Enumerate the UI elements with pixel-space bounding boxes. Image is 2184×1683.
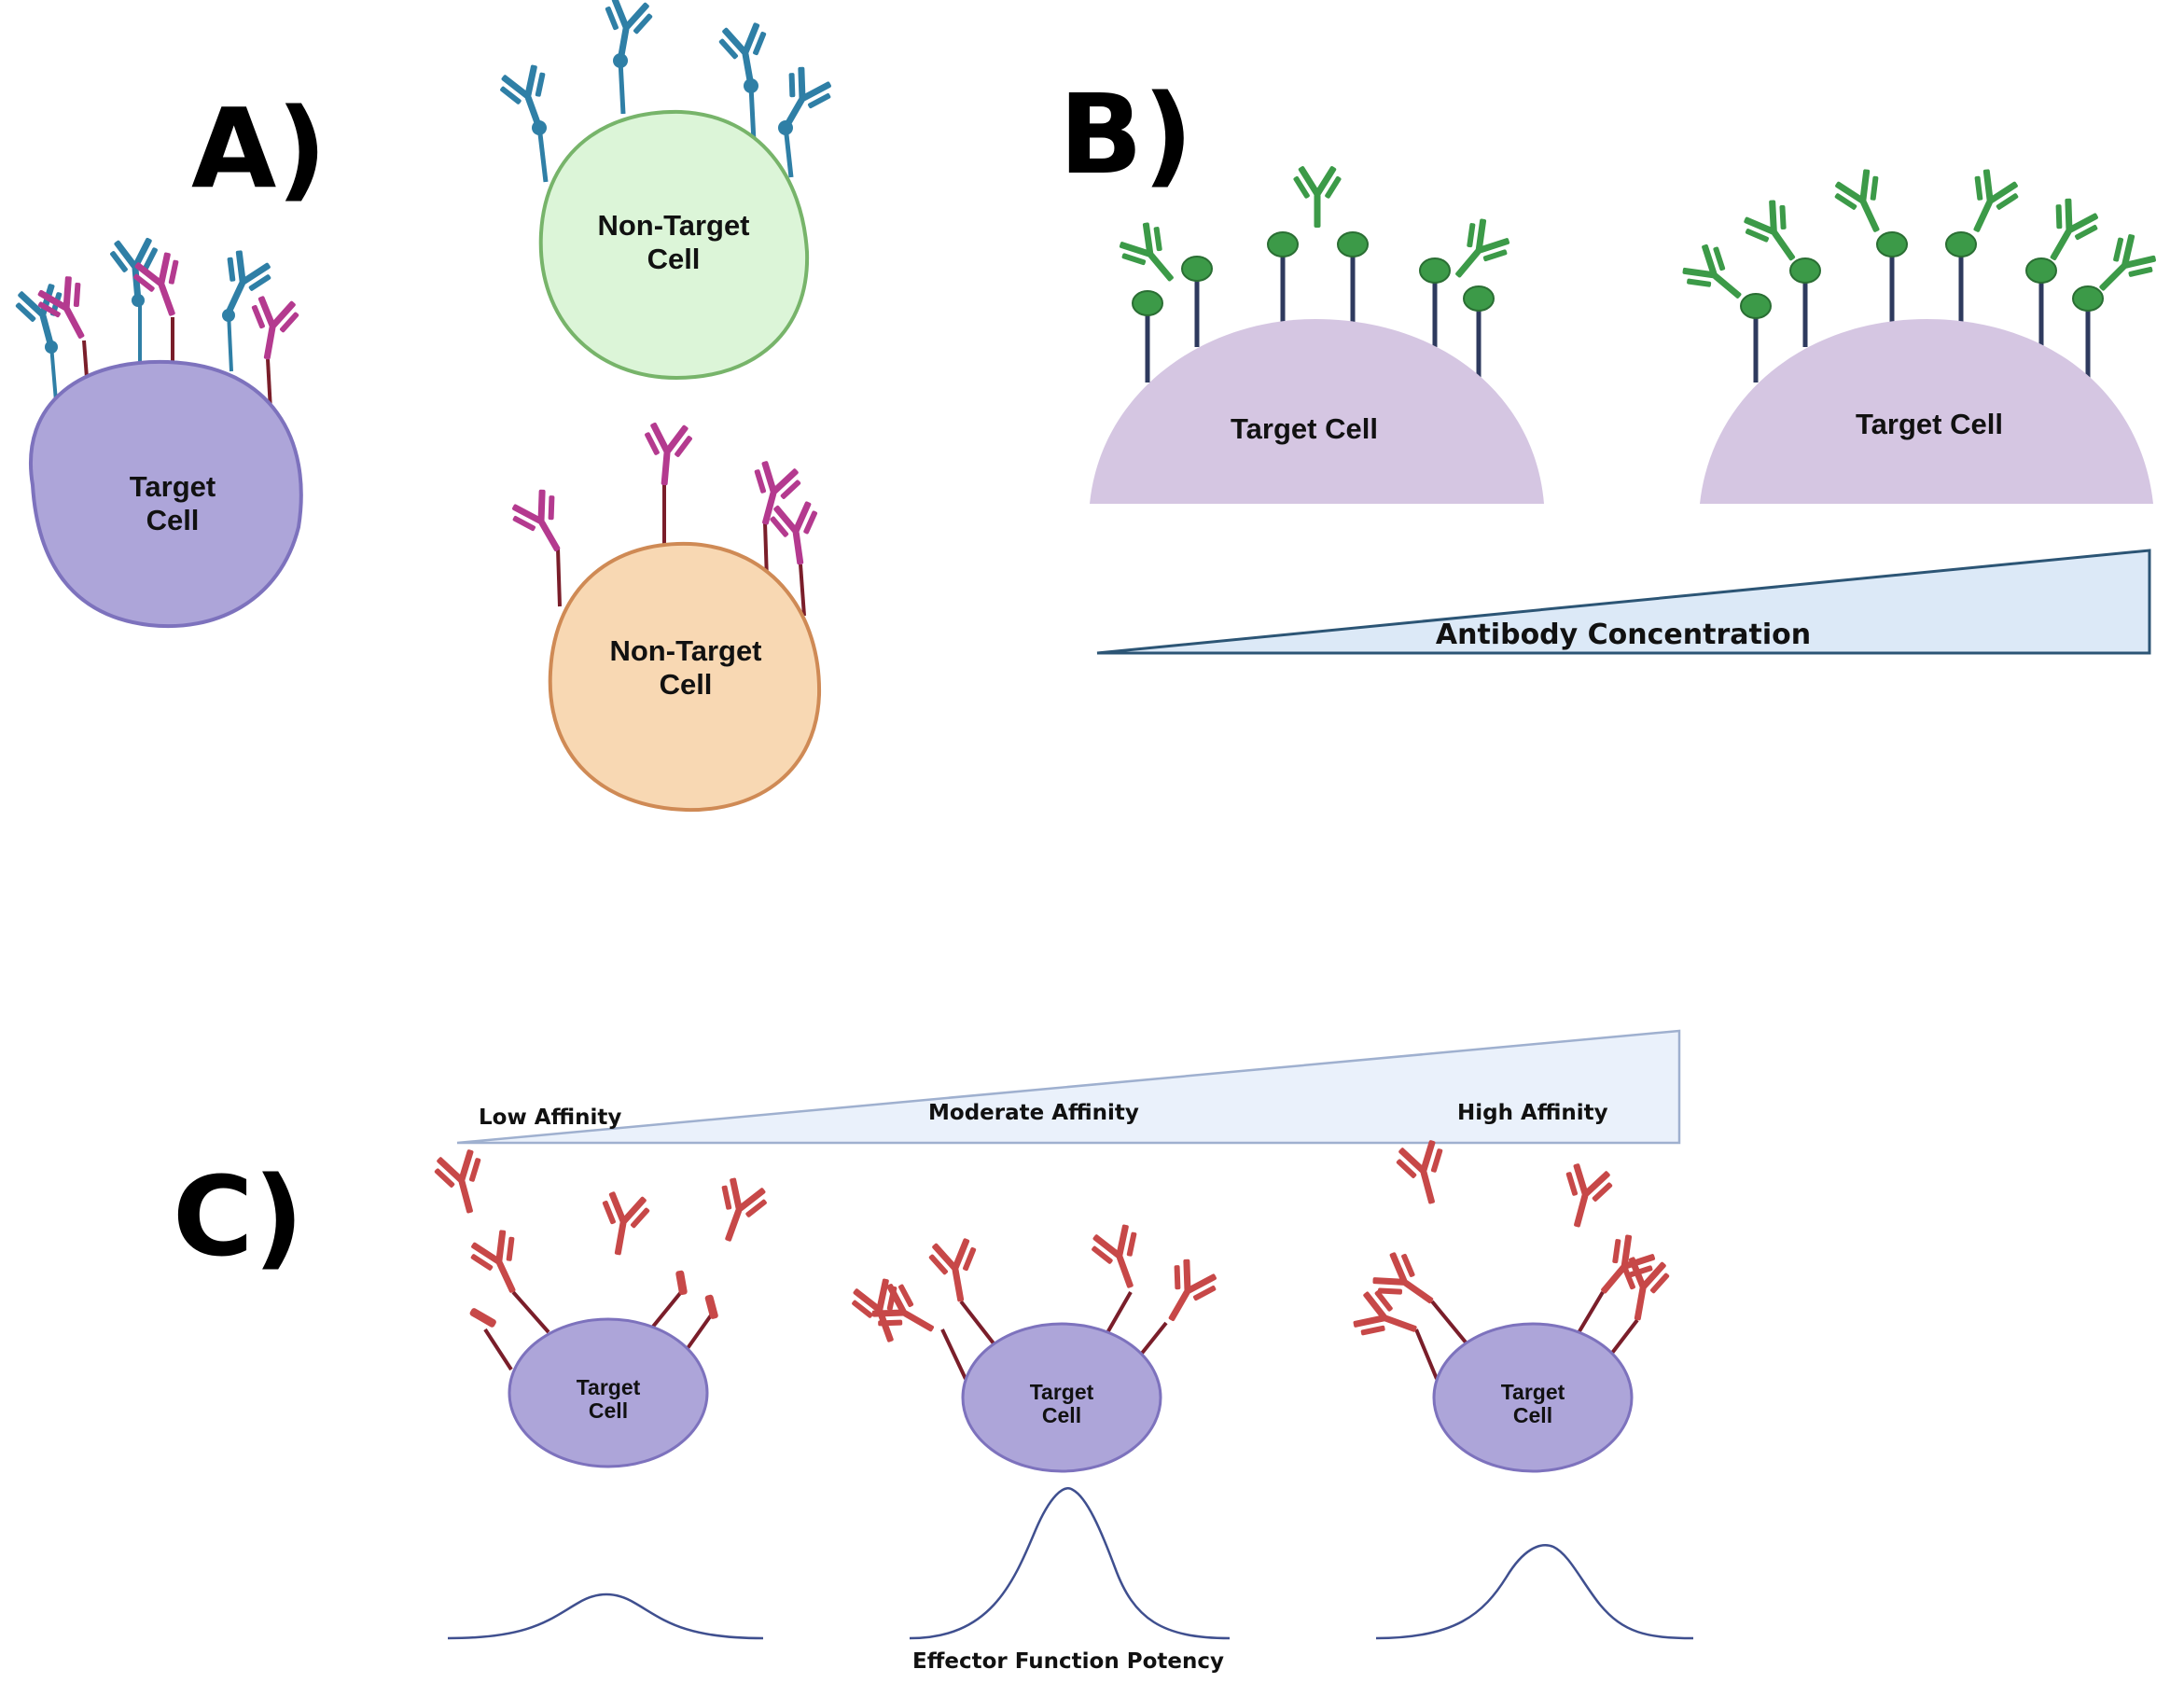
red-antibody — [1392, 1136, 1456, 1210]
panel-c-cell-3 — [1432, 1322, 1634, 1473]
red-antibody — [464, 1225, 536, 1303]
panel-a-orange-cell-label-2: Cell — [660, 668, 713, 701]
panel-c-cell-3-label-2: Cell — [1513, 1403, 1552, 1427]
panel-a-label: A) — [191, 84, 327, 213]
panel-c-potency-curve-1 — [447, 1593, 764, 1640]
panel-c-cell-3-label-1: Target — [1501, 1380, 1565, 1404]
panel-c-affinity-high: High Affinity — [1457, 1101, 1608, 1125]
panel-c-cell-2-group: Target Cell — [846, 1220, 1231, 1640]
panel-b-gradient-label: Antibody Concentration — [1436, 619, 1811, 651]
red-antibody — [925, 1235, 985, 1306]
magenta-antibody — [767, 499, 826, 568]
panel-b-left-target-cell-label: Target Cell — [1231, 412, 1378, 445]
blue-antibody — [764, 62, 839, 141]
panel-b-left-target-cell — [1090, 319, 1544, 504]
green-antibody — [1292, 165, 1342, 228]
panel-c-cell-1-receptors — [483, 1290, 713, 1371]
red-antibody — [1552, 1160, 1617, 1233]
panel-c-cell-2-label-1: Target — [1030, 1380, 1094, 1404]
red-antibody — [704, 1174, 772, 1249]
panel-a-green-cell-label-2: Cell — [647, 243, 701, 275]
green-antibody — [1112, 216, 1191, 296]
panel-c-potency-label: Effector Function Potency — [912, 1649, 1224, 1674]
panel-a-target-antibodies — [11, 236, 302, 364]
panel-c-potency-curve-2 — [909, 1487, 1231, 1640]
green-antibody — [1954, 164, 2025, 243]
panel-b-left-ligands — [1132, 231, 1495, 316]
panel-c-cell-2-label-2: Cell — [1042, 1403, 1081, 1427]
panel-a: A) Target — [11, 0, 839, 813]
panel-c-cell-1-antibodies — [430, 1146, 772, 1328]
magenta-antibody — [639, 421, 694, 488]
panel-a-target-cell-label-1: Target — [130, 470, 216, 503]
blue-antibody — [596, 0, 656, 65]
magenta-antibody — [243, 293, 302, 364]
green-antibody — [1438, 213, 1517, 292]
red-antibody — [1149, 1254, 1224, 1333]
red-antibody — [430, 1146, 494, 1219]
panel-c-cell-1-label-1: Target — [577, 1375, 641, 1399]
blue-antibody — [108, 236, 163, 303]
panel-a-target-cell-label-2: Cell — [146, 504, 200, 536]
panel-b: B) — [1059, 70, 2163, 655]
panel-b-right-group: Target Cell — [1676, 164, 2163, 504]
panel-b-right-target-cell-label: Target Cell — [1856, 408, 2003, 440]
panel-c: C) Low Affinity Moderate Affinity High A… — [173, 1029, 1694, 1674]
panel-c-cell-3-group: Target Cell — [1349, 1136, 1694, 1640]
magenta-antibody — [505, 484, 579, 563]
panel-b-right-ligands — [1740, 231, 2104, 319]
panel-c-affinity-moderate: Moderate Affinity — [928, 1101, 1139, 1125]
panel-c-cell-1-group: Target Cell — [430, 1146, 772, 1640]
red-antibody — [1086, 1220, 1154, 1296]
panel-b-left-group: Target Cell — [1090, 165, 1544, 504]
panel-a-orange-cell-label-1: Non-Target — [609, 634, 761, 667]
panel-b-concentration-wedge — [1096, 549, 2151, 655]
panel-c-affinity-wedge — [456, 1029, 1681, 1145]
panel-a-nontarget-orange-cell — [548, 541, 822, 813]
panel-a-green-antibodies — [494, 0, 839, 141]
panel-a-green-cell-label-1: Non-Target — [597, 209, 749, 242]
panel-b-label: B) — [1059, 70, 1193, 199]
panel-c-affinity-low: Low Affinity — [479, 1106, 621, 1130]
panel-a-nontarget-orange-group: Non-Target Cell — [505, 421, 826, 813]
panel-c-cell-3-antibodies — [1349, 1136, 1673, 1353]
red-antibody — [1349, 1285, 1425, 1353]
panel-a-nontarget-green-cell — [538, 109, 810, 381]
green-antibody — [1828, 164, 1899, 243]
red-antibody — [593, 1189, 653, 1259]
panel-c-cell-1 — [508, 1317, 709, 1468]
panel-b-right-target-cell — [1700, 319, 2153, 504]
panel-c-cell-1-label-2: Cell — [589, 1398, 628, 1423]
blue-antibody — [494, 61, 563, 136]
panel-a-target-cell — [29, 359, 303, 629]
panel-a-target-group: Target Cell — [11, 236, 303, 629]
panel-c-potency-curve-3 — [1375, 1544, 1694, 1640]
blue-antibody — [716, 20, 775, 90]
panel-c-cell-2 — [961, 1322, 1162, 1473]
panel-a-nontarget-green-group: Non-Target Cell — [494, 0, 839, 381]
panel-c-label: C) — [173, 1152, 304, 1281]
